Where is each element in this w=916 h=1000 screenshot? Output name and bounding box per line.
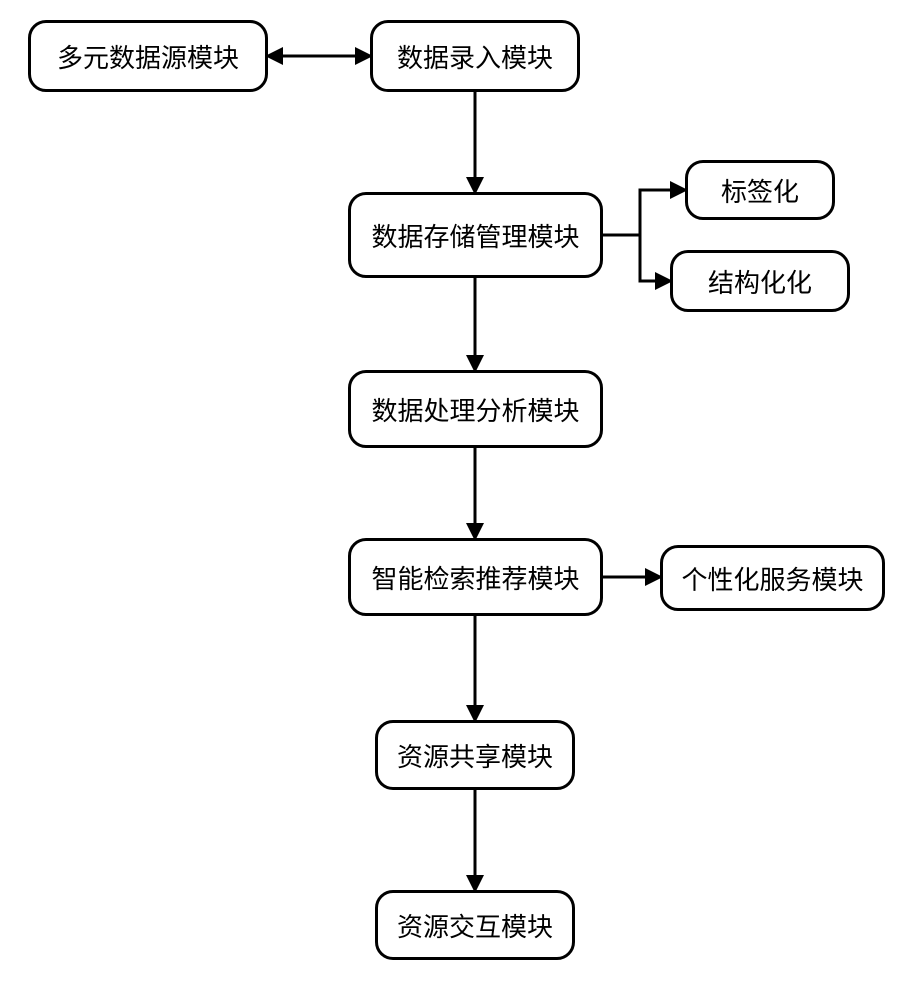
flowchart-node-n5: 结构化化: [670, 250, 850, 312]
flowchart-node-n2: 数据录入模块: [370, 20, 580, 92]
flowchart-node-n1: 多元数据源模块: [28, 20, 268, 92]
edge-n3-n5: [603, 235, 670, 281]
node-label: 智能检索推荐模块: [371, 559, 579, 596]
flowchart-node-n10: 资源交互模块: [375, 890, 575, 960]
node-label: 个性化服务模块: [681, 560, 863, 597]
node-label: 多元数据源模块: [57, 38, 239, 75]
node-label: 数据处理分析模块: [371, 391, 579, 428]
flowchart-node-n7: 智能检索推荐模块: [348, 538, 603, 616]
edge-n3-n4: [603, 190, 685, 235]
node-label: 数据存储管理模块: [371, 217, 579, 254]
flowchart-edges: [0, 0, 916, 1000]
flowchart-node-n4: 标签化: [685, 160, 835, 220]
flowchart-node-n3: 数据存储管理模块: [348, 192, 603, 278]
flowchart-node-n8: 个性化服务模块: [660, 545, 885, 611]
flowchart-node-n9: 资源共享模块: [375, 720, 575, 790]
node-label: 资源交互模块: [397, 907, 553, 944]
node-label: 数据录入模块: [397, 38, 553, 75]
node-label: 标签化: [721, 172, 799, 209]
node-label: 结构化化: [708, 263, 812, 300]
node-label: 资源共享模块: [397, 737, 553, 774]
flowchart-node-n6: 数据处理分析模块: [348, 370, 603, 448]
